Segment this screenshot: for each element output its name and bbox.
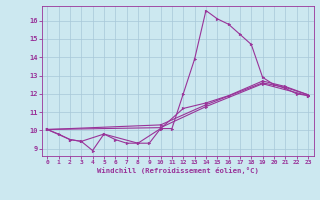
X-axis label: Windchill (Refroidissement éolien,°C): Windchill (Refroidissement éolien,°C) <box>97 167 259 174</box>
